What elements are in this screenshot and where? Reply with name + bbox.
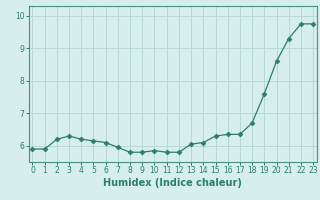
- X-axis label: Humidex (Indice chaleur): Humidex (Indice chaleur): [103, 178, 242, 188]
